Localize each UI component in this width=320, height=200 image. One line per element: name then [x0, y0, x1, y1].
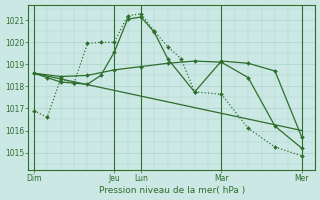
X-axis label: Pression niveau de la mer( hPa ): Pression niveau de la mer( hPa )	[99, 186, 245, 195]
